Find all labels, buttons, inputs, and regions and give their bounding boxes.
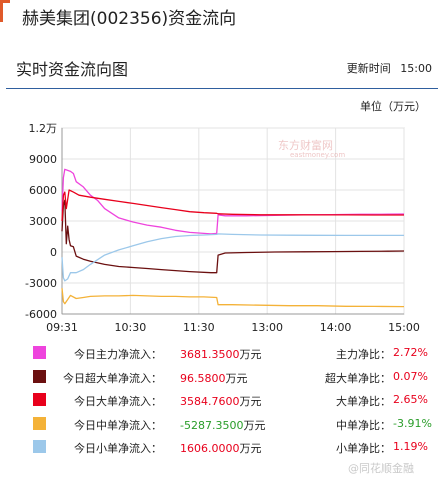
x-tick-label: 15:00 xyxy=(388,321,420,334)
legend-unit: 万元 xyxy=(239,348,262,361)
update-time-value: 15:00 xyxy=(400,62,432,75)
legend-value-cell: 3584.7600万元 xyxy=(180,393,280,409)
x-tick-label: 13:00 xyxy=(251,321,283,334)
legend-value: 96.5800 xyxy=(180,371,226,385)
legend-row: 今日小单净流入： 1606.0000万元 小单净比： 1.19% xyxy=(0,439,448,457)
legend-value-cell: 96.5800万元 xyxy=(180,370,280,386)
legend-swatch xyxy=(33,416,46,430)
legend-ratio: 1.19% xyxy=(393,440,428,453)
legend-value-cell: -5287.3500万元 xyxy=(180,417,280,433)
legend-row: 今日中单净流入： -5287.3500万元 中单净比： -3.91% xyxy=(0,416,448,434)
legend-swatch xyxy=(33,369,46,383)
chart-subtitle: 实时资金流向图 xyxy=(16,60,129,79)
legend-value: 1606.0000 xyxy=(180,442,240,455)
legend-label: 今日超大单净流入： xyxy=(63,371,162,385)
legend-ratio-label: 小单净比： xyxy=(336,442,391,455)
series-line-4 xyxy=(61,288,405,308)
legend-swatch xyxy=(33,393,46,406)
y-tick-label: -6000 xyxy=(25,308,57,321)
legend-label: 今日大单净流入： xyxy=(74,395,162,408)
x-tick-label: 09:31 xyxy=(46,321,78,334)
legend-row: 今日大单净流入： 3584.7600万元 大单净比： 2.65% xyxy=(0,392,448,410)
legend-unit: 万元 xyxy=(243,418,266,432)
title-accent-corner xyxy=(0,0,10,3)
page-title: 赫美集团(002356)资金流向 xyxy=(22,9,237,29)
legend-value: -5287.3500 xyxy=(180,418,244,432)
y-tick-label: -3000 xyxy=(25,277,57,290)
series-line-3 xyxy=(61,189,404,222)
y-tick-label: 1.2万 xyxy=(29,122,58,135)
y-tick-label: 0 xyxy=(50,246,57,259)
legend-ratio: 2.65% xyxy=(393,393,428,406)
chart-header: 实时资金流向图 更新时间 15:00 xyxy=(6,48,438,89)
title-accent-bar xyxy=(0,0,3,22)
legend-unit: 万元 xyxy=(225,371,248,385)
legend-ratio: -3.91% xyxy=(393,416,432,430)
legend-ratio: 0.07% xyxy=(393,369,428,383)
legend-ratio-label: 超大单净比： xyxy=(325,371,391,385)
legend-label: 今日主力净流入： xyxy=(74,348,162,361)
update-time: 更新时间 15:00 xyxy=(347,60,432,76)
corner-watermark: @同花顺金融 xyxy=(348,462,414,475)
legend-label: 今日中单净流入： xyxy=(74,418,162,432)
legend-ratio: 2.72% xyxy=(393,346,428,359)
legend-ratio-label: 大单净比： xyxy=(336,395,391,408)
y-tick-label: 9000 xyxy=(29,153,57,166)
legend-label: 今日小单净流入： xyxy=(74,442,162,455)
legend-unit: 万元 xyxy=(239,395,262,408)
x-tick-label: 14:00 xyxy=(320,321,352,334)
legend-unit: 万元 xyxy=(239,442,262,455)
legend-ratio-label: 中单净比： xyxy=(336,418,391,432)
legend-row: 今日主力净流入： 3681.3500万元 主力净比： 2.72% xyxy=(0,345,448,363)
legend-swatch xyxy=(33,440,46,453)
legend-ratio-label: 主力净比： xyxy=(336,348,391,361)
legend-value: 3681.3500 xyxy=(180,348,240,361)
y-tick-label: 3000 xyxy=(29,215,57,228)
legend-value-cell: 1606.0000万元 xyxy=(180,440,280,456)
x-tick-label: 10:30 xyxy=(115,321,147,334)
unit-label: 单位（万元） xyxy=(360,100,426,113)
watermark-cn: 东方财富网 xyxy=(278,139,333,152)
y-tick-label: 6000 xyxy=(29,184,57,197)
series-line-2 xyxy=(61,199,405,274)
x-tick-label: 11:30 xyxy=(183,321,215,334)
series-line-5 xyxy=(61,233,404,282)
watermark-en: eastmoney.com xyxy=(290,151,346,159)
legend-row: 今日超大单净流入： 96.5800万元 超大单净比： 0.07% xyxy=(0,369,448,387)
legend-swatch xyxy=(33,346,46,359)
legend-value-cell: 3681.3500万元 xyxy=(180,346,280,362)
legend-value: 3584.7600 xyxy=(180,395,240,408)
update-time-label: 更新时间 xyxy=(346,62,391,75)
